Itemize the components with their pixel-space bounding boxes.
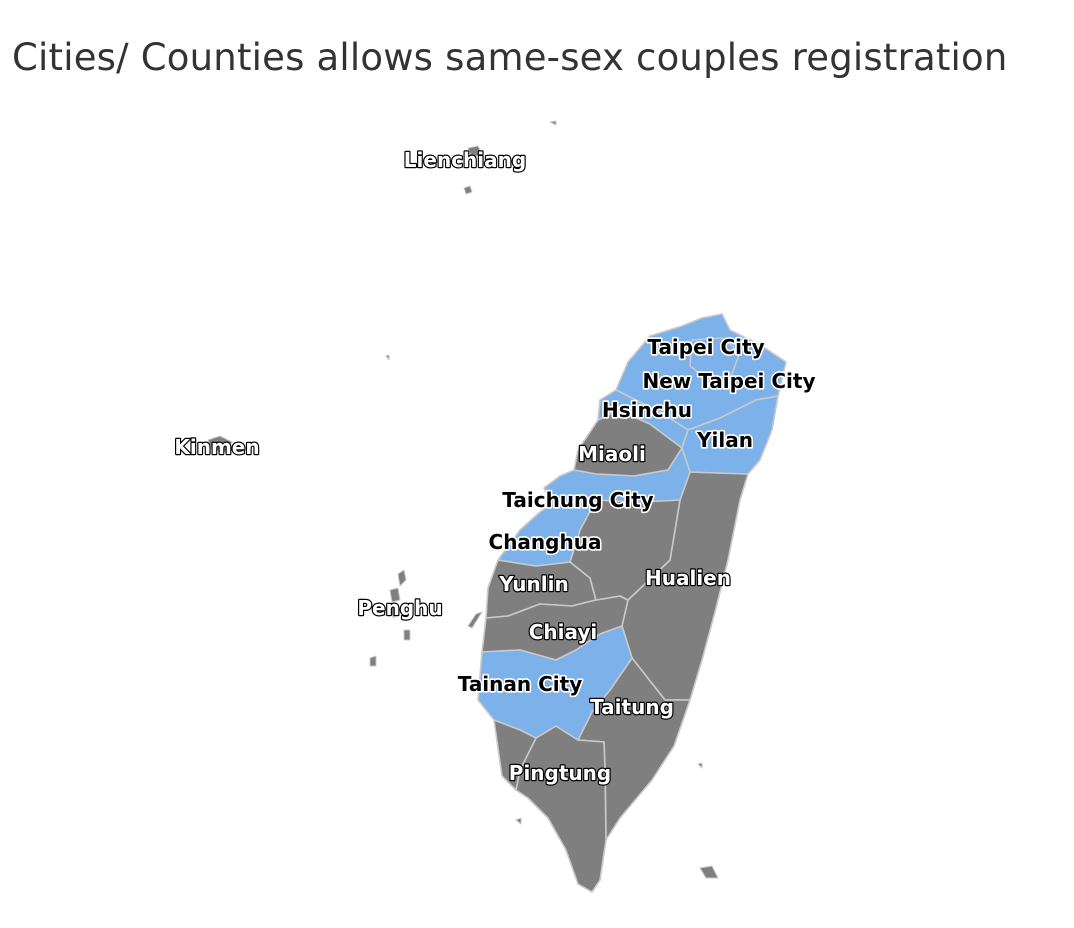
label-tainan-city: Tainan City	[458, 672, 582, 696]
label-new-taipei-city: New Taipei City	[643, 369, 816, 393]
label-pingtung: Pingtung	[509, 761, 611, 785]
region-lienchiang[interactable]	[463, 120, 557, 195]
map-labels: Lienchiang Kinmen Penghu Taipei City New…	[173, 147, 817, 786]
region-taichung-city[interactable]	[543, 447, 691, 505]
region-changhua[interactable]	[497, 499, 597, 567]
region-kinmen[interactable]	[207, 435, 233, 453]
region-penghu[interactable]	[369, 354, 411, 667]
label-miaoli: Miaoli	[578, 442, 646, 466]
label-yunlin: Yunlin	[498, 572, 568, 596]
label-taitung: Taitung	[590, 695, 674, 719]
label-chiayi: Chiayi	[529, 620, 598, 644]
region-yilan[interactable]	[681, 395, 779, 475]
label-changhua: Changhua	[489, 530, 602, 554]
label-taichung-city: Taichung City	[502, 488, 653, 512]
region-taipei-city[interactable]	[689, 337, 741, 381]
region-kaohsiung[interactable]	[493, 719, 537, 791]
label-taipei-city: Taipei City	[647, 335, 764, 359]
map-title: Cities/ Counties allows same-sex couples…	[12, 36, 1008, 79]
region-hsinchu[interactable]	[597, 389, 689, 449]
label-hualien: Hualien	[645, 566, 731, 590]
label-lienchiang: Lienchiang	[404, 148, 526, 172]
label-yilan: Yilan	[696, 428, 753, 452]
label-kinmen: Kinmen	[174, 435, 259, 459]
region-islets-east[interactable]	[467, 611, 719, 879]
label-penghu: Penghu	[357, 596, 442, 620]
label-hsinchu: Hsinchu	[602, 398, 692, 422]
